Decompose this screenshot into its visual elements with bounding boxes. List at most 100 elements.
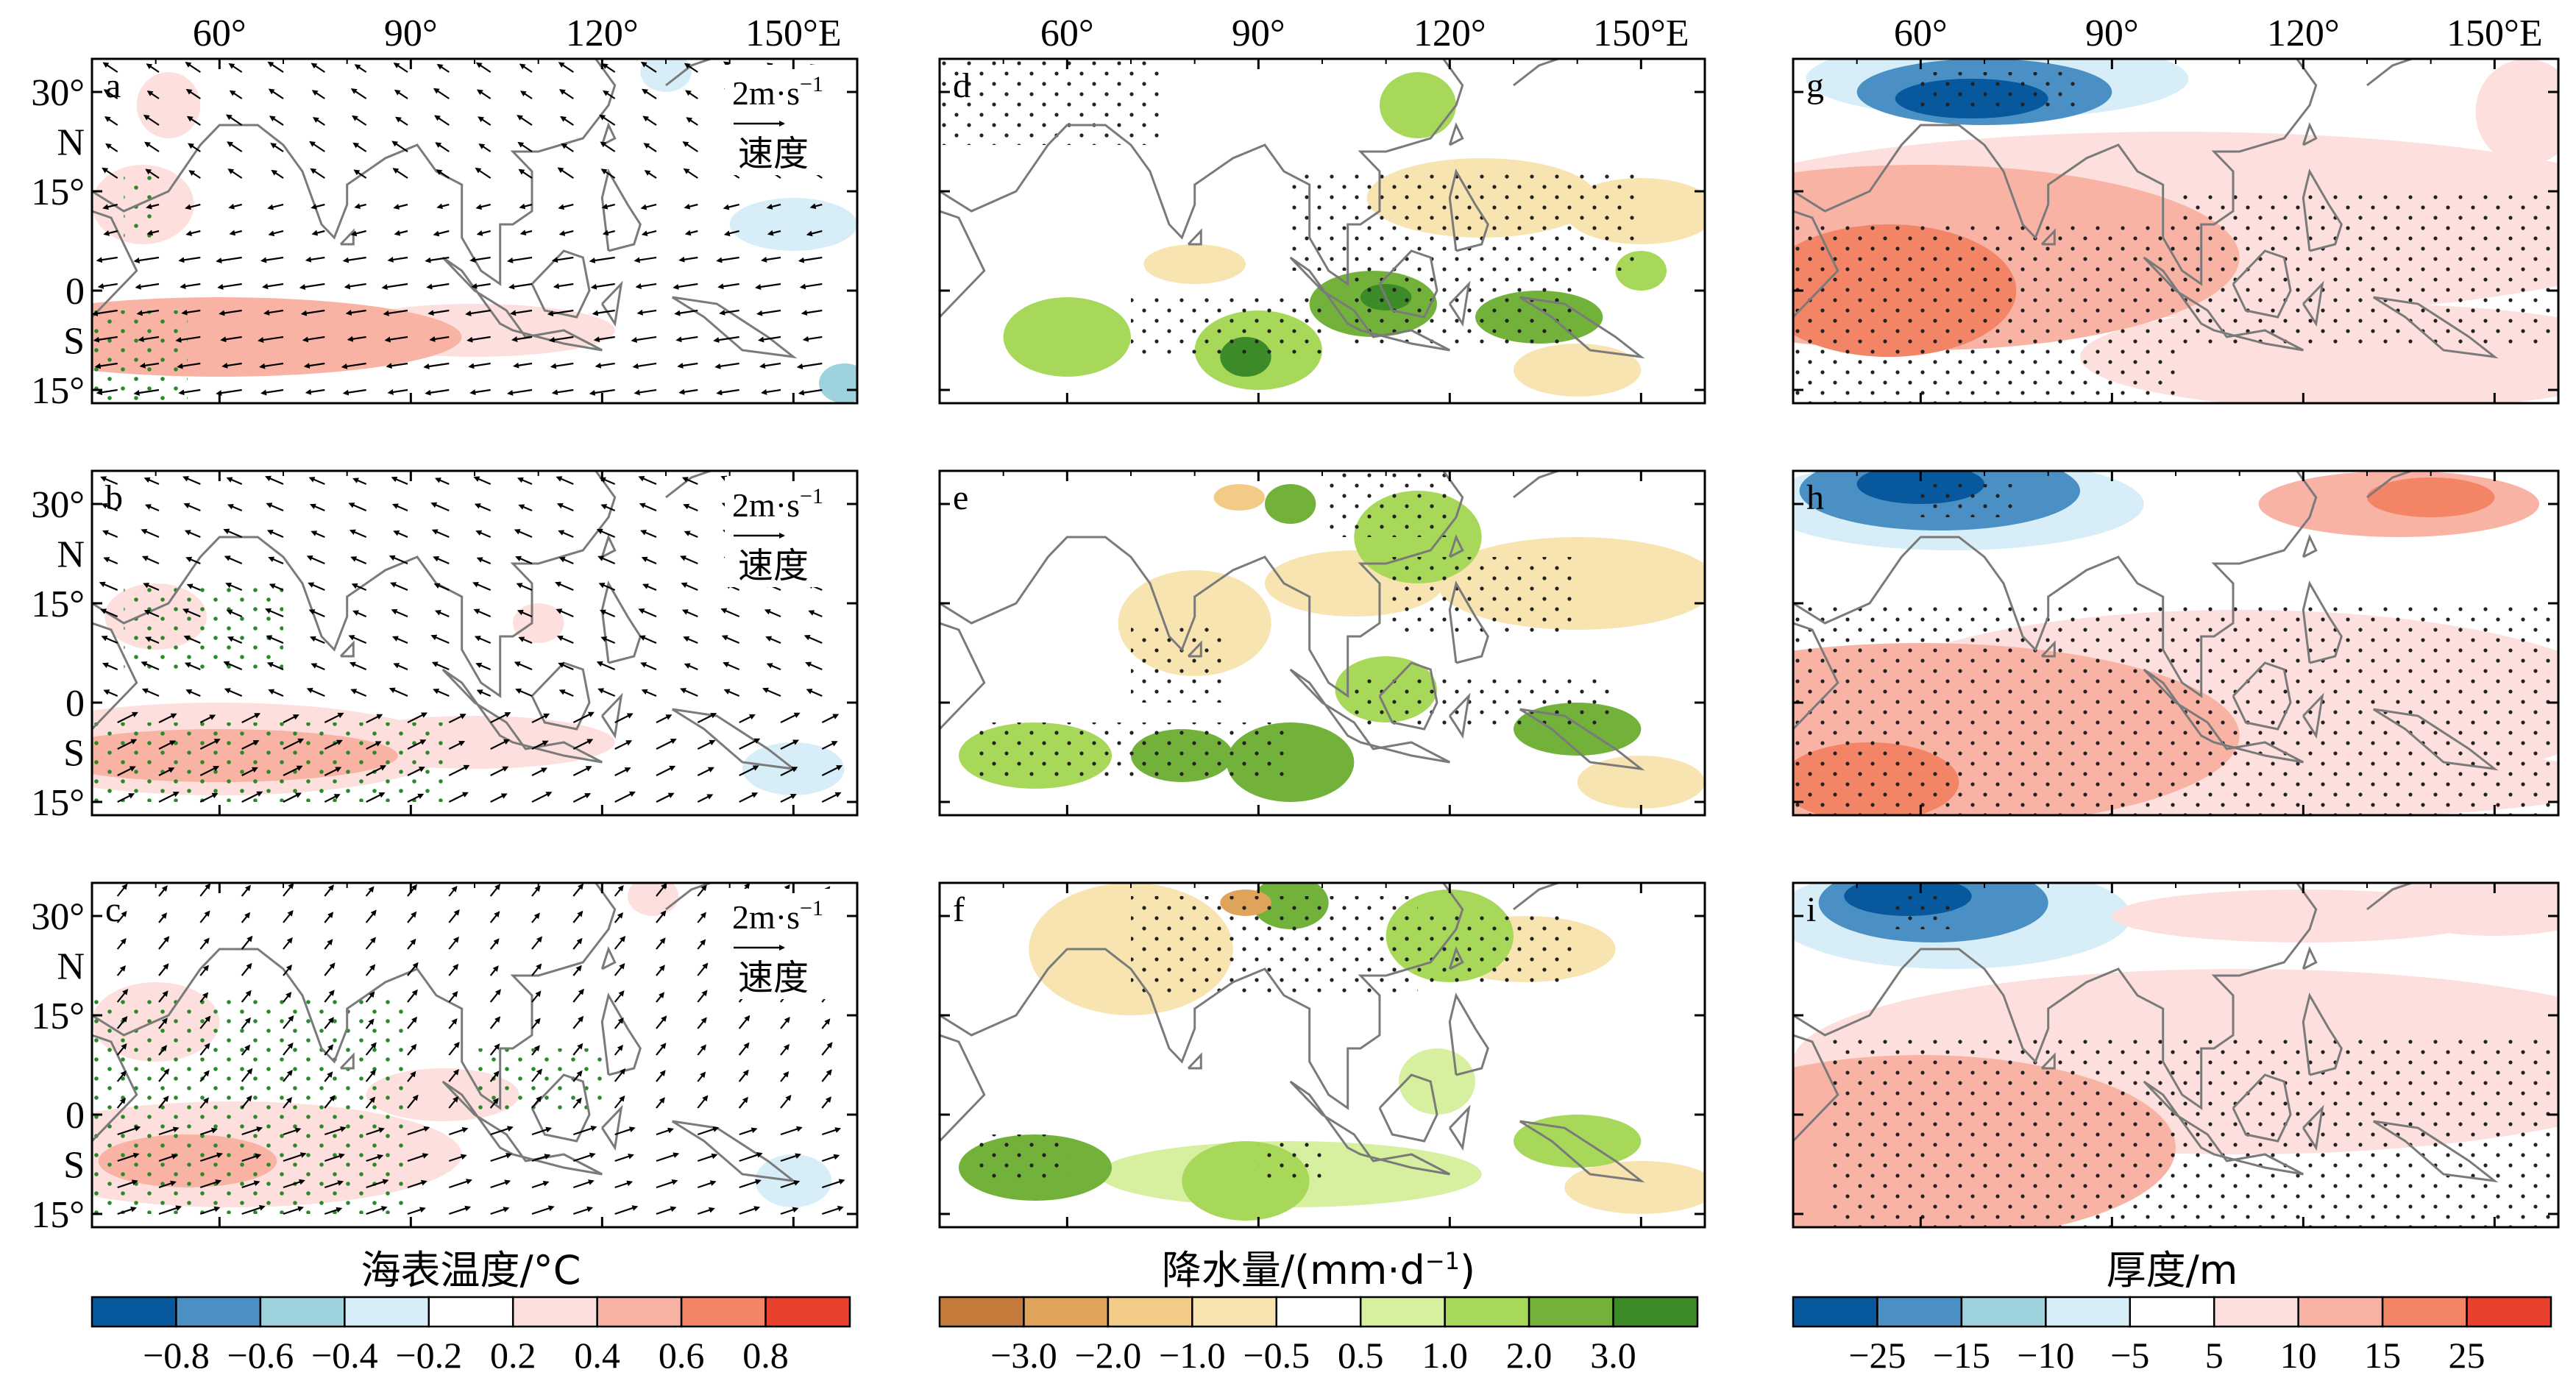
wind-arrow bbox=[283, 792, 302, 803]
wind-arrow bbox=[309, 503, 325, 512]
wind-arrow bbox=[365, 1042, 377, 1056]
wind-arrow bbox=[572, 1179, 595, 1189]
wind-arrow bbox=[599, 609, 616, 618]
wind-arrow bbox=[117, 766, 136, 776]
wind-arrow bbox=[519, 230, 533, 236]
wind-arrow bbox=[614, 935, 626, 950]
wind-arrow bbox=[144, 504, 160, 512]
x-tick-label: 60° bbox=[193, 13, 246, 54]
wind-arrow bbox=[425, 388, 450, 396]
wind-arrow bbox=[228, 63, 243, 73]
wind-arrow bbox=[556, 503, 574, 512]
wind-arrow bbox=[407, 911, 417, 923]
wind-arrow bbox=[739, 765, 759, 776]
wind-arrow bbox=[433, 555, 450, 565]
wind-arrow bbox=[268, 556, 284, 565]
wind-arrow bbox=[518, 636, 533, 644]
significance-stipple bbox=[1889, 896, 1953, 929]
wind-arrow bbox=[436, 63, 450, 73]
wind-arrow bbox=[640, 203, 657, 210]
wind-arrow bbox=[556, 476, 574, 486]
wind-arrow bbox=[614, 1180, 634, 1189]
wind-arrow bbox=[117, 1152, 140, 1162]
wind-arrow bbox=[223, 661, 243, 671]
wind-arrow bbox=[352, 142, 367, 152]
wind-arrow bbox=[199, 1070, 210, 1082]
wind-arrow bbox=[510, 309, 533, 316]
wind-arrow bbox=[780, 739, 799, 750]
wind-arrow bbox=[241, 1017, 251, 1029]
x-tick-label: 60° bbox=[1040, 13, 1094, 54]
wind-arrow bbox=[227, 141, 243, 152]
wind-arrow bbox=[674, 309, 698, 316]
anomaly-contour bbox=[1577, 756, 1705, 809]
wind-arrow bbox=[603, 90, 616, 99]
wind-arrow bbox=[381, 283, 408, 291]
wind-arrow bbox=[324, 1095, 336, 1109]
wind-arrow bbox=[821, 1096, 831, 1109]
wind-arrow bbox=[390, 582, 408, 592]
wind-arrow bbox=[478, 116, 492, 126]
colorbar-title: 厚度/m bbox=[2107, 1247, 2238, 1293]
colorbar-swatch bbox=[1275, 1296, 1362, 1328]
wind-arrow bbox=[431, 661, 450, 671]
wind-arrow bbox=[283, 1152, 307, 1162]
wind-arrow bbox=[806, 689, 823, 697]
wind-arrow bbox=[767, 230, 781, 236]
wind-arrow bbox=[556, 608, 574, 618]
significance-stipple bbox=[1131, 297, 1322, 357]
colorbar-swatch bbox=[938, 1296, 1025, 1328]
anomaly-contour bbox=[819, 363, 857, 403]
wind-arrow bbox=[306, 555, 325, 565]
wind-arrow bbox=[393, 663, 408, 671]
wind-arrow bbox=[393, 63, 408, 73]
coastline bbox=[940, 59, 1645, 359]
wind-arrow bbox=[656, 992, 665, 1003]
wind-arrow bbox=[391, 476, 408, 486]
wind-arrow bbox=[158, 1096, 169, 1109]
wind-arrow bbox=[283, 1096, 293, 1109]
anomaly-contour bbox=[2112, 889, 2495, 942]
wind-arrow bbox=[821, 1205, 844, 1215]
wind-arrow bbox=[259, 362, 284, 369]
x-tick-label: 120° bbox=[566, 13, 639, 54]
wind-arrow bbox=[656, 883, 667, 897]
y-tick-label: N bbox=[57, 534, 85, 576]
wind-arrow bbox=[803, 634, 823, 644]
reference-vector: 2m·s−1 速度 bbox=[725, 889, 854, 999]
wind-arrow bbox=[638, 608, 657, 618]
wind-arrow bbox=[283, 883, 294, 897]
wind-arrow bbox=[572, 1097, 582, 1109]
wind-arrow bbox=[766, 203, 781, 210]
anomaly-contour bbox=[1265, 484, 1316, 524]
wind-arrow bbox=[216, 256, 242, 264]
colorbar-label: −0.4 bbox=[311, 1335, 378, 1376]
wind-arrow bbox=[116, 965, 126, 976]
wind-arrow bbox=[366, 714, 383, 723]
wind-arrow bbox=[103, 557, 118, 565]
wind-arrow bbox=[548, 335, 574, 343]
wind-arrow bbox=[158, 1154, 178, 1162]
colorbar-swatch bbox=[2466, 1296, 2552, 1328]
wind-arrow bbox=[158, 740, 176, 750]
wind-arrow bbox=[199, 1043, 210, 1056]
wind-arrow bbox=[765, 636, 781, 644]
wind-arrow bbox=[426, 283, 450, 290]
y-tick-label: 15° bbox=[31, 1194, 85, 1236]
wind-arrow bbox=[656, 1206, 677, 1215]
wind-arrow bbox=[433, 230, 450, 237]
wind-arrow bbox=[762, 687, 781, 697]
wind-arrow bbox=[448, 1018, 458, 1029]
wind-arrow bbox=[761, 388, 781, 395]
wind-arrow bbox=[391, 141, 408, 152]
wind-arrow bbox=[117, 1207, 137, 1215]
wind-arrow bbox=[684, 530, 698, 539]
wind-arrow bbox=[640, 61, 657, 73]
wind-arrow bbox=[283, 909, 294, 923]
wind-arrow bbox=[266, 661, 284, 671]
wind-arrow bbox=[309, 636, 325, 644]
wind-arrow bbox=[489, 1016, 501, 1029]
wind-arrow bbox=[519, 63, 533, 73]
anomaly-contour bbox=[136, 72, 201, 138]
wind-arrow bbox=[241, 1205, 266, 1215]
